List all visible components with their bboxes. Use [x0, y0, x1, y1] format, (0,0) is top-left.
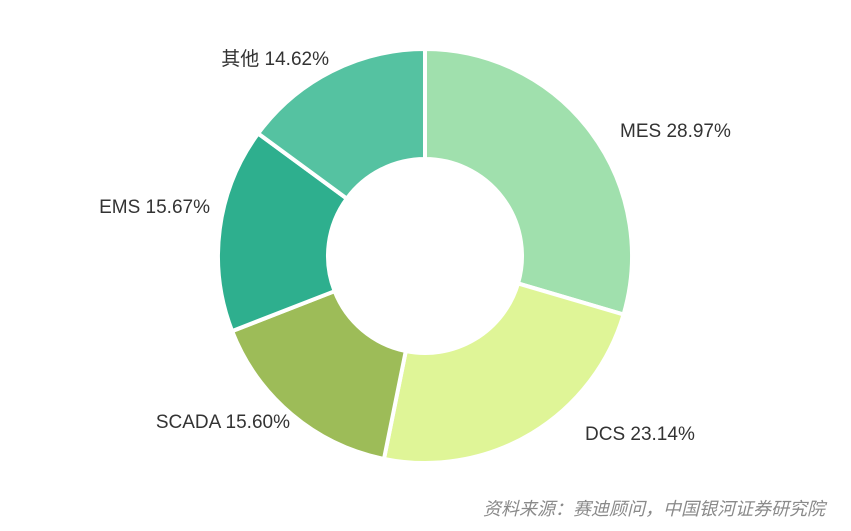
slice-ems [216, 131, 349, 334]
slice-label-ems: EMS 15.67% [99, 197, 210, 218]
slice-label-mes: MES 28.97% [620, 121, 731, 142]
slice-label-dcs: DCS 23.14% [585, 424, 695, 445]
slice-label-scada: SCADA 15.60% [156, 412, 290, 433]
slice-label-other: 其他 14.62% [221, 48, 329, 70]
source-note: 资料来源：赛迪顾问，中国银河证券研究院 [483, 499, 825, 520]
slice-dcs [381, 281, 626, 465]
slice-scada [230, 289, 408, 461]
slice-mes [423, 47, 634, 317]
slice-other [256, 47, 427, 201]
